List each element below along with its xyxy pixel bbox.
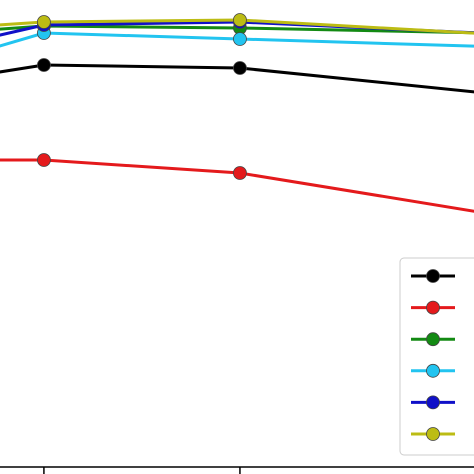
legend-marker — [426, 395, 440, 410]
point — [233, 166, 247, 180]
legend-marker — [426, 300, 440, 315]
series-line — [0, 158, 474, 213]
legend-marker — [426, 269, 440, 283]
point — [37, 153, 51, 167]
point — [37, 15, 51, 29]
legend-box — [399, 257, 474, 456]
legend-marker — [426, 363, 440, 378]
point — [233, 13, 247, 27]
legend — [399, 257, 474, 456]
legend-marker — [426, 332, 440, 347]
point — [233, 61, 247, 75]
point — [37, 58, 51, 72]
point — [233, 32, 247, 46]
series-line — [0, 31, 474, 48]
legend-marker — [426, 427, 440, 441]
series-line — [0, 18, 474, 35]
series-line — [0, 63, 474, 94]
